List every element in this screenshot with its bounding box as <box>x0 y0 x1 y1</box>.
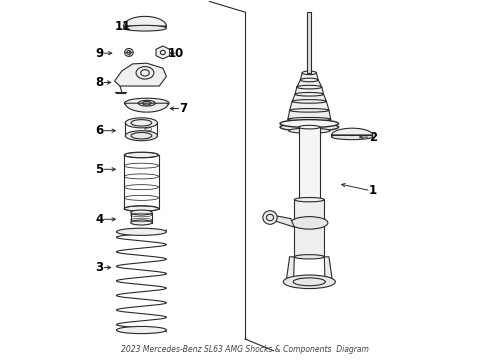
Ellipse shape <box>300 78 318 82</box>
Polygon shape <box>125 103 168 112</box>
Polygon shape <box>290 102 329 111</box>
Ellipse shape <box>283 275 335 289</box>
Polygon shape <box>123 17 167 26</box>
Ellipse shape <box>297 85 322 89</box>
Polygon shape <box>331 128 373 135</box>
Ellipse shape <box>123 25 167 31</box>
Polygon shape <box>288 119 331 126</box>
Text: 1: 1 <box>369 184 377 197</box>
Ellipse shape <box>124 152 159 158</box>
Ellipse shape <box>292 100 326 103</box>
Polygon shape <box>292 94 326 102</box>
Ellipse shape <box>124 206 159 211</box>
Ellipse shape <box>131 220 152 225</box>
Polygon shape <box>324 257 333 282</box>
Text: 9: 9 <box>95 47 103 60</box>
Text: 6: 6 <box>95 124 103 137</box>
Ellipse shape <box>263 211 277 224</box>
Polygon shape <box>295 87 323 94</box>
Ellipse shape <box>280 120 339 127</box>
Ellipse shape <box>117 327 167 334</box>
Ellipse shape <box>289 128 330 133</box>
Text: 11: 11 <box>115 20 131 33</box>
Text: 4: 4 <box>95 213 103 226</box>
Ellipse shape <box>288 117 331 121</box>
Text: 5: 5 <box>95 163 103 176</box>
Ellipse shape <box>331 134 373 140</box>
Ellipse shape <box>291 217 328 229</box>
Ellipse shape <box>131 210 152 215</box>
Polygon shape <box>307 12 312 73</box>
Ellipse shape <box>125 118 157 128</box>
Ellipse shape <box>298 125 320 129</box>
Text: 3: 3 <box>95 261 103 274</box>
Polygon shape <box>298 127 320 200</box>
Polygon shape <box>115 63 167 86</box>
Text: 7: 7 <box>180 102 188 115</box>
Ellipse shape <box>124 98 169 108</box>
Text: 2: 2 <box>369 131 377 144</box>
Ellipse shape <box>125 131 157 141</box>
Ellipse shape <box>295 93 323 96</box>
Ellipse shape <box>302 71 317 75</box>
Polygon shape <box>270 216 294 227</box>
Ellipse shape <box>294 198 324 202</box>
Text: 10: 10 <box>168 47 184 60</box>
Ellipse shape <box>280 123 339 131</box>
Text: 2023 Mercedes-Benz SL63 AMG Shocks & Components  Diagram: 2023 Mercedes-Benz SL63 AMG Shocks & Com… <box>121 345 369 354</box>
Polygon shape <box>297 80 322 87</box>
Text: 8: 8 <box>95 76 103 89</box>
Polygon shape <box>300 73 318 80</box>
Ellipse shape <box>298 198 320 202</box>
Ellipse shape <box>124 49 133 57</box>
Ellipse shape <box>294 255 324 259</box>
Ellipse shape <box>290 109 329 112</box>
Polygon shape <box>286 257 294 282</box>
Polygon shape <box>156 46 170 59</box>
Ellipse shape <box>117 228 167 235</box>
Polygon shape <box>288 111 331 119</box>
Polygon shape <box>294 200 324 257</box>
